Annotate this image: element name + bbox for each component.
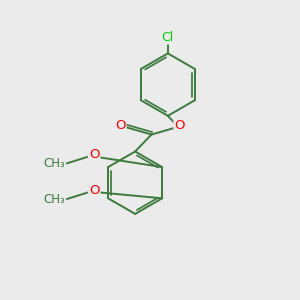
Text: CH₃: CH₃	[44, 157, 65, 170]
Text: Cl: Cl	[162, 31, 174, 44]
Text: O: O	[115, 119, 125, 132]
Text: O: O	[89, 184, 99, 197]
Text: O: O	[175, 119, 185, 132]
Text: CH₃: CH₃	[44, 193, 65, 206]
Text: O: O	[89, 148, 99, 161]
